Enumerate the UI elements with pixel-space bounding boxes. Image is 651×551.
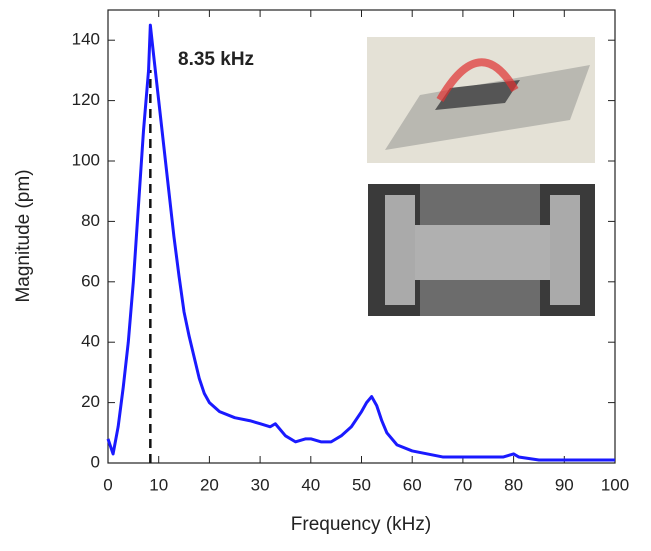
y-tick-label: 40 (81, 332, 100, 351)
inset-pad (550, 195, 580, 305)
x-tick-label: 10 (149, 475, 168, 494)
x-tick-label: 20 (200, 475, 219, 494)
x-tick-label: 90 (555, 475, 574, 494)
x-tick-label: 60 (403, 475, 422, 494)
inset-arc (436, 58, 519, 102)
inset-3d (367, 37, 595, 163)
x-axis-label: Frequency (kHz) (291, 514, 431, 535)
inset-sem (368, 184, 595, 316)
y-axis-label: Magnitude (pm) (13, 169, 34, 302)
y-tick-label: 0 (91, 452, 100, 471)
y-tick-label: 140 (72, 30, 100, 49)
x-tick-label: 40 (301, 475, 320, 494)
y-tick-label: 20 (81, 392, 100, 411)
inset-pad (385, 195, 415, 305)
x-tick-label: 100 (601, 475, 629, 494)
x-tick-label: 80 (504, 475, 523, 494)
x-tick-label: 0 (103, 475, 112, 494)
y-tick-label: 100 (72, 150, 100, 169)
annotation: 8.35 kHz (178, 49, 254, 70)
y-tick-label: 80 (81, 211, 100, 230)
x-tick-label: 70 (453, 475, 472, 494)
y-tick-label: 120 (72, 90, 100, 109)
inset-beam (435, 80, 520, 110)
line-series (106, 23, 615, 462)
inset-beam (400, 225, 565, 280)
x-tick-label: 30 (251, 475, 270, 494)
x-tick-label: 50 (352, 475, 371, 494)
y-tick-label: 60 (81, 271, 100, 290)
inset-plate (385, 65, 590, 150)
